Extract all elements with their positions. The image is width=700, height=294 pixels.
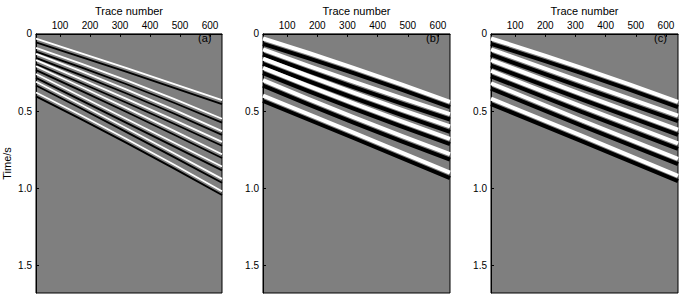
svg-text:400: 400 bbox=[597, 20, 614, 31]
svg-text:100: 100 bbox=[507, 20, 524, 31]
svg-text:(c): (c) bbox=[654, 32, 667, 44]
svg-text:500: 500 bbox=[627, 20, 644, 31]
svg-text:200: 200 bbox=[82, 20, 99, 31]
svg-text:1.5: 1.5 bbox=[245, 260, 259, 271]
svg-text:(b): (b) bbox=[426, 32, 439, 44]
svg-text:0: 0 bbox=[26, 28, 32, 39]
svg-text:0.5: 0.5 bbox=[245, 106, 259, 117]
svg-text:Trace number: Trace number bbox=[550, 5, 618, 17]
svg-text:500: 500 bbox=[172, 20, 189, 31]
svg-text:600: 600 bbox=[202, 20, 219, 31]
svg-text:500: 500 bbox=[399, 20, 416, 31]
svg-text:300: 300 bbox=[567, 20, 584, 31]
svg-text:300: 300 bbox=[339, 20, 356, 31]
svg-text:100: 100 bbox=[52, 20, 69, 31]
svg-text:0: 0 bbox=[481, 28, 487, 39]
svg-text:0.5: 0.5 bbox=[473, 106, 487, 117]
svg-text:200: 200 bbox=[537, 20, 554, 31]
svg-text:Time/s: Time/s bbox=[1, 147, 13, 180]
svg-text:(a): (a) bbox=[198, 32, 211, 44]
svg-text:200: 200 bbox=[309, 20, 326, 31]
svg-text:100: 100 bbox=[279, 20, 296, 31]
svg-text:0: 0 bbox=[253, 28, 259, 39]
svg-text:1.0: 1.0 bbox=[473, 183, 487, 194]
svg-text:Trace number: Trace number bbox=[322, 5, 390, 17]
svg-text:1.5: 1.5 bbox=[18, 260, 32, 271]
svg-text:300: 300 bbox=[112, 20, 129, 31]
svg-text:0.5: 0.5 bbox=[18, 106, 32, 117]
svg-text:600: 600 bbox=[430, 20, 447, 31]
svg-text:1.0: 1.0 bbox=[18, 183, 32, 194]
svg-text:400: 400 bbox=[369, 20, 386, 31]
svg-text:1.0: 1.0 bbox=[245, 183, 259, 194]
svg-text:Trace number: Trace number bbox=[95, 5, 163, 17]
svg-text:400: 400 bbox=[142, 20, 159, 31]
svg-text:1.5: 1.5 bbox=[473, 260, 487, 271]
svg-text:600: 600 bbox=[658, 20, 675, 31]
